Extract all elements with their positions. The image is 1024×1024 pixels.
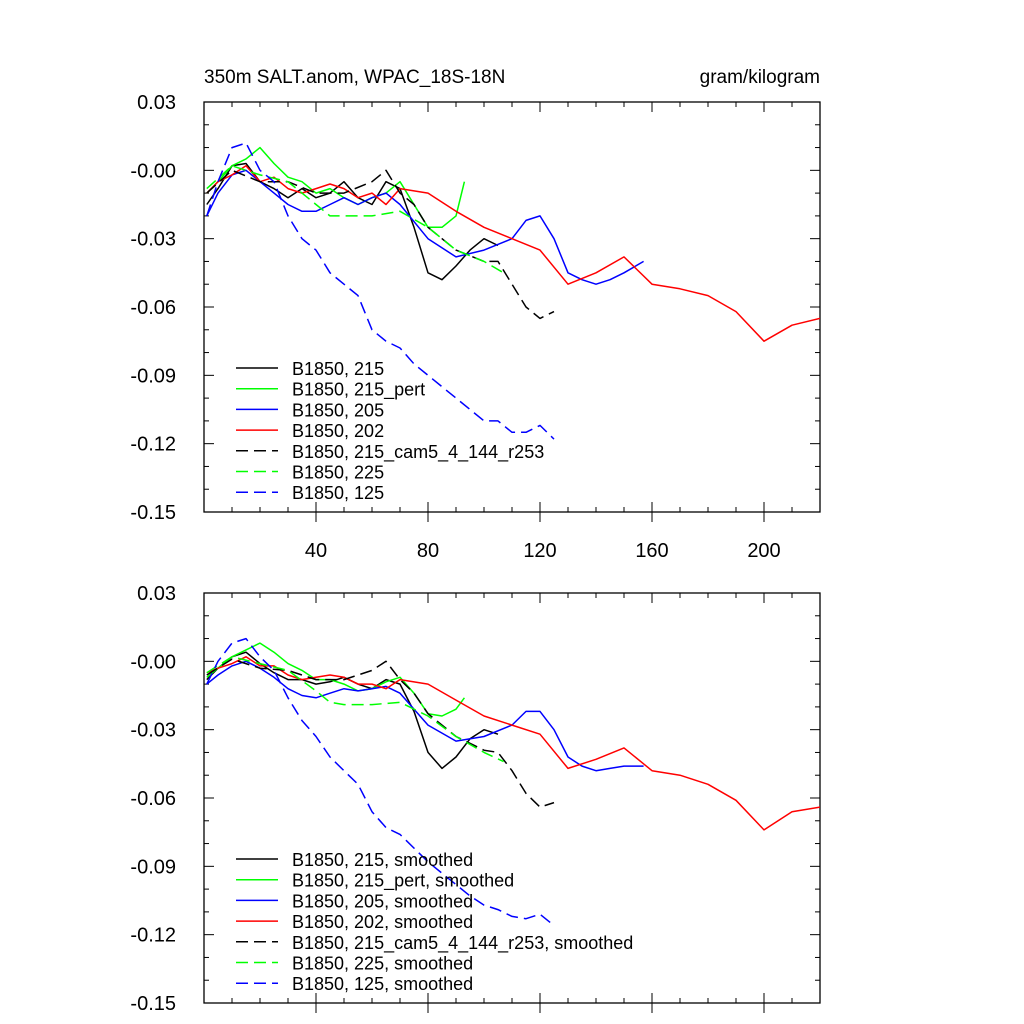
y-tick-label: -0.06 bbox=[130, 788, 176, 810]
y-tick-label: -0.12 bbox=[130, 925, 176, 947]
legend-label: B1850, 215_cam5_4_144_r253, smoothed bbox=[292, 933, 633, 954]
y-tick-label: -0.09 bbox=[130, 856, 176, 878]
series-line bbox=[206, 146, 466, 229]
legend-label: B1850, 225 bbox=[292, 463, 384, 483]
series-line bbox=[206, 658, 555, 808]
y-tick-label: -0.00 bbox=[130, 651, 176, 673]
chart-units: gram/kilogram bbox=[700, 67, 820, 88]
series-line bbox=[206, 165, 820, 342]
series-line bbox=[206, 656, 820, 831]
legend-label: B1850, 225, smoothed bbox=[292, 954, 473, 974]
legend-label: B1850, 215_pert bbox=[292, 380, 425, 401]
y-tick-label: -0.15 bbox=[130, 502, 176, 524]
x-tick-label: 120 bbox=[523, 540, 556, 562]
chart-title: 350m SALT.anom, WPAC_18S-18N bbox=[204, 67, 505, 88]
y-tick-label: 0.03 bbox=[137, 583, 176, 605]
y-tick-label: -0.15 bbox=[130, 993, 176, 1015]
legend-label: B1850, 205 bbox=[292, 400, 384, 420]
series-line bbox=[206, 656, 504, 763]
series-line bbox=[206, 637, 555, 927]
legend-label: B1850, 205, smoothed bbox=[292, 891, 473, 911]
y-tick-label: -0.03 bbox=[130, 229, 176, 251]
bottom-panel: 0.03 -0.00 -0.03 -0.06 -0.09 -0.12 -0.15 B1850,… bbox=[130, 583, 821, 1015]
legend-label: B1850, 202, smoothed bbox=[292, 912, 473, 932]
series-line bbox=[206, 165, 504, 274]
y-tick-label: -0.12 bbox=[130, 434, 176, 456]
series-line bbox=[206, 169, 644, 285]
x-tick-label: 160 bbox=[635, 540, 668, 562]
legend-label: B1850, 215_pert, smoothed bbox=[292, 871, 514, 892]
x-tick-label: 40 bbox=[305, 540, 327, 562]
series-line bbox=[206, 162, 499, 281]
legend-label: B1850, 215 bbox=[292, 359, 384, 379]
y-tick-label: 0.03 bbox=[137, 92, 176, 114]
y-tick-label: -0.00 bbox=[130, 160, 176, 182]
legend-label: B1850, 215_cam5_4_144_r253 bbox=[292, 442, 544, 463]
y-tick-label: -0.03 bbox=[130, 720, 176, 742]
series-line bbox=[206, 142, 555, 440]
y-tick-label: -0.09 bbox=[130, 365, 176, 387]
series-line bbox=[206, 660, 644, 772]
legend-label: B1850, 125, smoothed bbox=[292, 974, 473, 994]
series-line bbox=[206, 169, 555, 320]
legend-label: B1850, 215, smoothed bbox=[292, 850, 473, 870]
legend-label: B1850, 202 bbox=[292, 421, 384, 441]
legend-label: B1850, 125 bbox=[292, 483, 384, 503]
y-tick-label: -0.06 bbox=[130, 297, 176, 319]
x-tick-label: 80 bbox=[417, 540, 439, 562]
top-panel: 0.03 -0.00 -0.03 -0.06 -0.09 -0.12 -0.15 40 80 12… bbox=[130, 92, 821, 562]
x-tick-label: 200 bbox=[747, 540, 780, 562]
